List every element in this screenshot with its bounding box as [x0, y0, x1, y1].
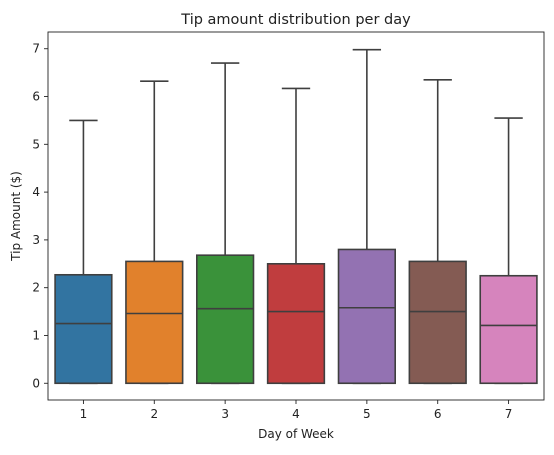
y-axis-label: Tip Amount ($): [9, 171, 23, 262]
y-tick-label-0: 0: [32, 376, 40, 390]
y-tick-label-3: 3: [32, 233, 40, 247]
box-7: [479, 274, 538, 385]
y-tick-label-7: 7: [32, 42, 40, 56]
box-group-5: [337, 48, 396, 385]
x-tick-label-3: 3: [221, 407, 229, 421]
box-3: [196, 254, 255, 385]
y-tick-label-2: 2: [32, 281, 40, 295]
box-group-2: [125, 80, 184, 385]
box-group-1: [54, 119, 113, 385]
box-4: [266, 262, 326, 385]
x-tick-label-1: 1: [80, 407, 88, 421]
plot-area: [47, 31, 545, 401]
y-tick-label-1: 1: [32, 328, 40, 342]
x-tick-label-7: 7: [505, 407, 513, 421]
y-axis: 0 1 2 3 4 5 6 7: [32, 42, 48, 390]
box-group-3: [196, 62, 255, 385]
y-tick-label-4: 4: [32, 185, 40, 199]
box-group-4: [266, 87, 326, 385]
x-axis: 1 2 3 4 5 6 7: [80, 400, 513, 421]
x-axis-label: Day of Week: [258, 427, 334, 441]
y-tick-label-5: 5: [32, 137, 40, 151]
box-group-7: [479, 117, 538, 385]
x-tick-label-4: 4: [292, 407, 300, 421]
box-2: [125, 260, 184, 385]
chart-title: Tip amount distribution per day: [180, 12, 411, 28]
x-tick-label-5: 5: [363, 407, 371, 421]
box-series: [54, 48, 538, 385]
box-5: [337, 248, 396, 385]
x-tick-label-6: 6: [434, 407, 442, 421]
box-group-6: [408, 78, 467, 385]
box-6: [408, 260, 467, 385]
x-tick-label-2: 2: [150, 407, 158, 421]
y-tick-label-6: 6: [32, 90, 40, 104]
box-1: [54, 273, 113, 385]
